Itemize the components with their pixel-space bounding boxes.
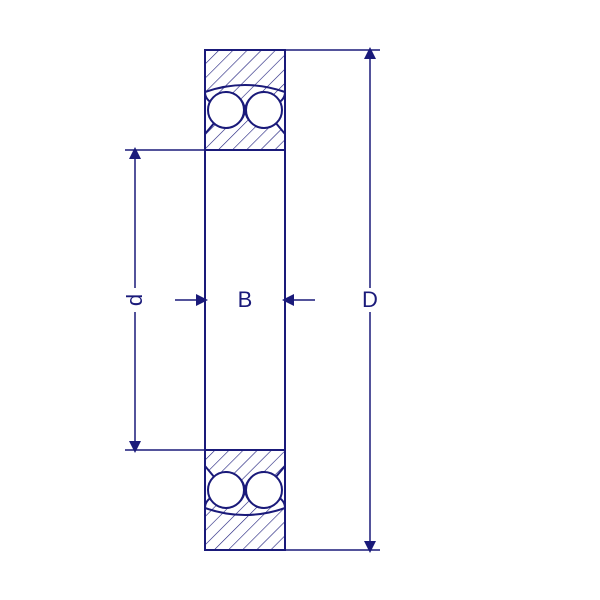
top-ball-right bbox=[246, 92, 282, 128]
bottom-ball-right bbox=[246, 472, 282, 508]
dimension-B: B bbox=[175, 286, 315, 312]
bearing-diagram: D d B bbox=[0, 0, 600, 600]
top-ball-left bbox=[208, 92, 244, 128]
label-D: D bbox=[362, 287, 378, 312]
label-d: d bbox=[122, 294, 147, 306]
diagram-svg: D d B bbox=[0, 0, 600, 600]
label-B: B bbox=[238, 287, 253, 312]
bottom-ball-left bbox=[208, 472, 244, 508]
